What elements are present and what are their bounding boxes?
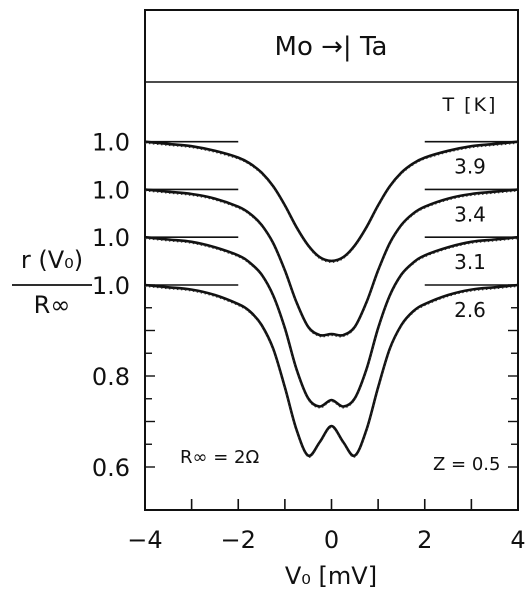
annotation-r-infinity: R∞ = 2Ω — [180, 447, 259, 468]
legend-title: T [K] — [442, 94, 498, 116]
y-tick-label: 0.8 — [92, 363, 130, 391]
series-curves — [144, 140, 519, 458]
series-temperature-label: 3.4 — [454, 202, 486, 226]
x-tick-label: 2 — [417, 526, 432, 554]
series-curve — [144, 188, 519, 337]
series-theory-curve — [144, 190, 519, 338]
y-axis-label-numerator: r (V₀) — [21, 246, 83, 274]
series-curve — [144, 283, 519, 458]
series-theory-curve — [144, 286, 519, 458]
x-tick-label: 0 — [324, 526, 339, 554]
x-tick-label: 4 — [510, 526, 525, 554]
series-curve — [144, 235, 519, 408]
tick-labels: −4 −2 0 2 4 0.8 0.6 1.0 3.9 1.0 3.4 1.0 3.1 1.0 2.6 — [92, 129, 526, 554]
x-tick-label: −4 — [127, 526, 162, 554]
series-temperature-label: 2.6 — [454, 298, 486, 322]
y-axis-label-denominator: R∞ — [34, 291, 71, 319]
series-curve — [144, 140, 519, 263]
y-tick-label: 0.6 — [92, 454, 130, 482]
reference-lines — [145, 140, 518, 286]
x-axis-label: V₀ [mV] — [285, 562, 377, 590]
annotation-z: Z = 0.5 — [433, 454, 500, 475]
offset-reference-label: 1.0 — [92, 129, 130, 157]
x-tick-label: −2 — [221, 526, 256, 554]
series-temperature-label: 3.1 — [454, 250, 486, 274]
chart-title: Mo →| Ta — [275, 32, 388, 62]
offset-reference-label: 1.0 — [92, 272, 130, 300]
offset-reference-label: 1.0 — [92, 224, 130, 252]
offset-reference-label: 1.0 — [92, 176, 130, 204]
series-temperature-label: 3.9 — [454, 155, 486, 179]
